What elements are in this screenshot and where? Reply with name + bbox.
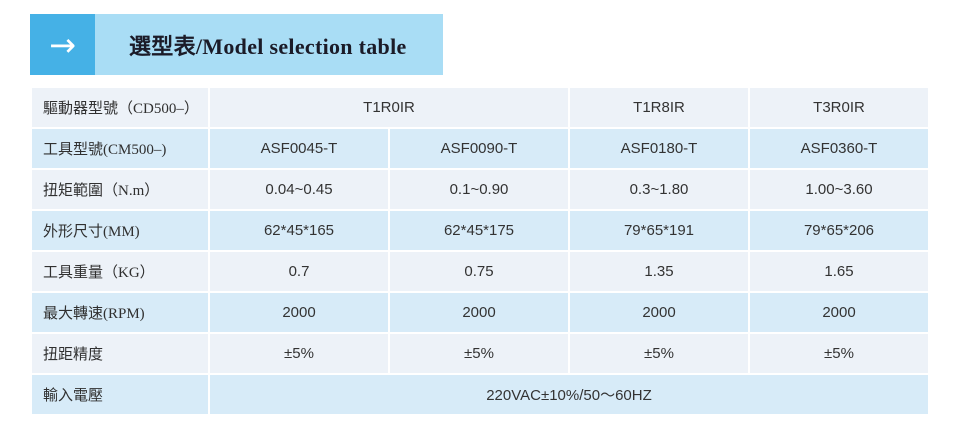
arrow-glyph: → — [49, 25, 76, 64]
cell-value: 2000 — [210, 293, 388, 332]
table-row-tool-weight: 工具重量（KG） 0.7 0.75 1.35 1.65 — [32, 252, 928, 291]
arrow-right-icon: → — [30, 14, 95, 75]
cell-value: 79*65*206 — [750, 211, 928, 250]
table-row-driver-model: 驅動器型號（CD500–） T1R0IR T1R8IR T3R0IR — [32, 88, 928, 127]
cell-value: 220VAC±10%/50～60HZ — [210, 375, 928, 414]
table-row-max-speed: 最大轉速(RPM) 2000 2000 2000 2000 — [32, 293, 928, 332]
cell-value: 79*65*191 — [570, 211, 748, 250]
section-title-bar: 選型表/Model selection table — [95, 14, 443, 75]
row-label: 輸入電壓 — [32, 375, 208, 414]
row-label: 外形尺寸(MM) — [32, 211, 208, 250]
cell-value: 1.00~3.60 — [750, 170, 928, 209]
cell-value: ASF0090-T — [390, 129, 568, 168]
table-row-torque-range: 扭矩範圍（N.m） 0.04~0.45 0.1~0.90 0.3~1.80 1.… — [32, 170, 928, 209]
cell-value: ±5% — [210, 334, 388, 373]
cell-value: ±5% — [390, 334, 568, 373]
cell-value: ±5% — [750, 334, 928, 373]
section-header: → 選型表/Model selection table — [30, 14, 443, 75]
table-row-dimensions: 外形尺寸(MM) 62*45*165 62*45*175 79*65*191 7… — [32, 211, 928, 250]
table-row-tool-model: 工具型號(CM500–) ASF0045-T ASF0090-T ASF0180… — [32, 129, 928, 168]
row-label: 工具重量（KG） — [32, 252, 208, 291]
cell-value: 1.65 — [750, 252, 928, 291]
row-label: 扭距精度 — [32, 334, 208, 373]
row-label: 最大轉速(RPM) — [32, 293, 208, 332]
cell-value: 62*45*175 — [390, 211, 568, 250]
cell-value: T1R8IR — [570, 88, 748, 127]
table-row-torque-accuracy: 扭距精度 ±5% ±5% ±5% ±5% — [32, 334, 928, 373]
cell-value: 2000 — [390, 293, 568, 332]
row-label: 工具型號(CM500–) — [32, 129, 208, 168]
cell-value: 0.7 — [210, 252, 388, 291]
row-label: 扭矩範圍（N.m） — [32, 170, 208, 209]
cell-value: 62*45*165 — [210, 211, 388, 250]
cell-value: 2000 — [750, 293, 928, 332]
table-row-input-voltage: 輸入電壓 220VAC±10%/50～60HZ — [32, 375, 928, 414]
cell-value: 1.35 — [570, 252, 748, 291]
model-selection-table: 驅動器型號（CD500–） T1R0IR T1R8IR T3R0IR 工具型號(… — [30, 86, 930, 416]
cell-value: 0.1~0.90 — [390, 170, 568, 209]
cell-value: ±5% — [570, 334, 748, 373]
cell-value: ASF0180-T — [570, 129, 748, 168]
page-title: 選型表/Model selection table — [129, 33, 407, 59]
cell-value: 0.3~1.80 — [570, 170, 748, 209]
cell-value: 0.75 — [390, 252, 568, 291]
cell-value: 0.04~0.45 — [210, 170, 388, 209]
cell-value: ASF0360-T — [750, 129, 928, 168]
cell-value: T3R0IR — [750, 88, 928, 127]
row-label: 驅動器型號（CD500–） — [32, 88, 208, 127]
cell-value: 2000 — [570, 293, 748, 332]
cell-value: T1R0IR — [210, 88, 568, 127]
cell-value: ASF0045-T — [210, 129, 388, 168]
